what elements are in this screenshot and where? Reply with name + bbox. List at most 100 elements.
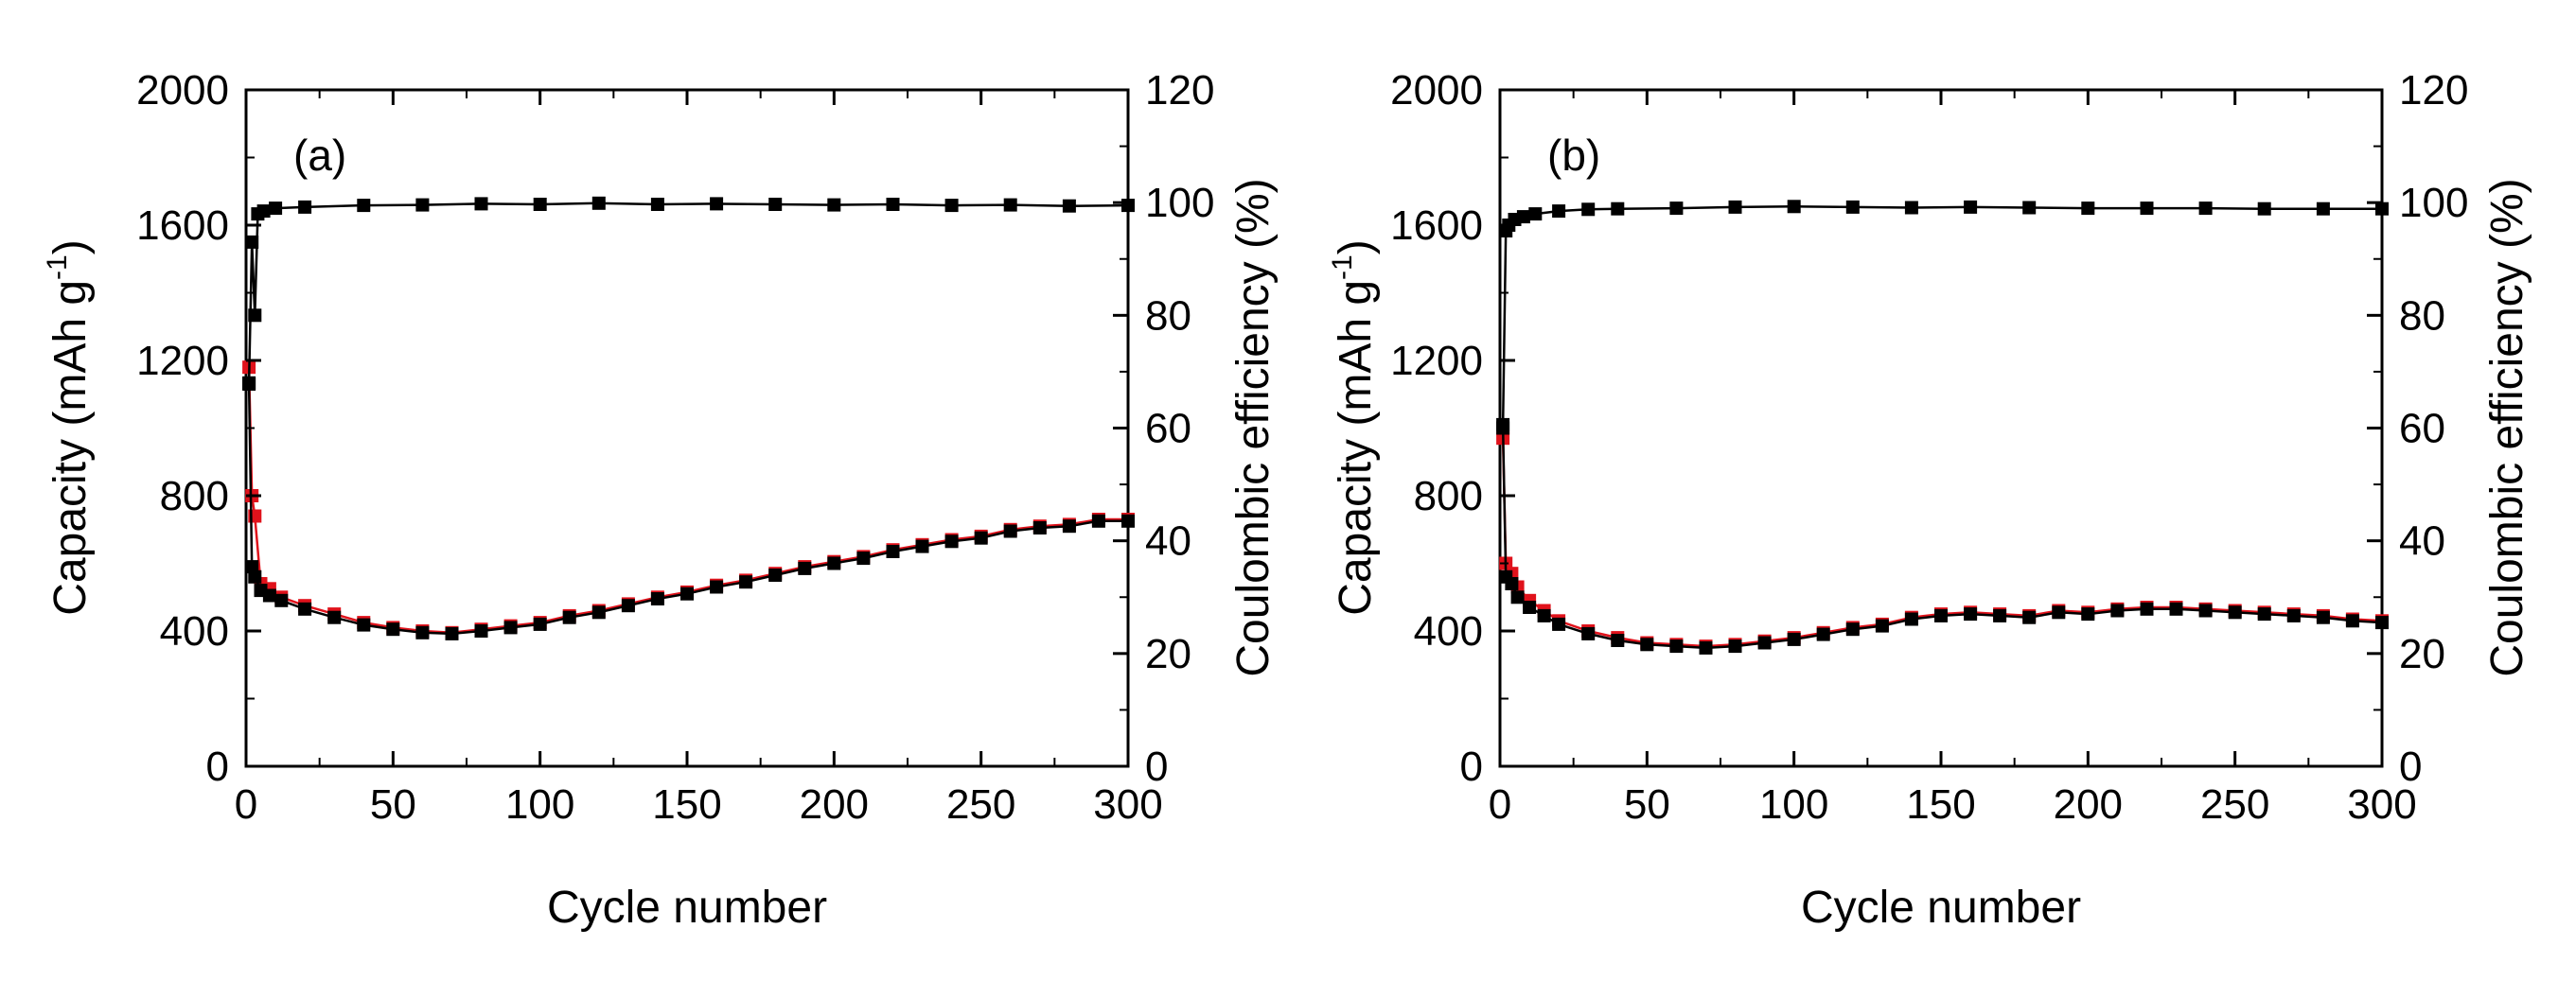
y-axis-title: Capacity (mAh g-1) <box>42 239 96 615</box>
charge-capacity-point <box>650 592 664 605</box>
x-tick-label: 300 <box>2347 781 2416 828</box>
charge-capacity-point <box>1757 636 1772 650</box>
coulombic-efficiency-point <box>1552 204 1566 219</box>
y-tick-label: 2000 <box>1390 67 1483 114</box>
charge-capacity-point <box>2052 605 2066 620</box>
y2-tick-label: 100 <box>1145 180 1214 226</box>
plot-frame <box>244 88 1130 768</box>
charge-capacity-point <box>415 625 430 639</box>
coulombic-efficiency-point <box>1516 210 1530 224</box>
y-tick-label: 800 <box>160 473 229 519</box>
coulombic-efficiency-point <box>1669 201 1684 216</box>
charge-capacity-point <box>1728 639 1742 654</box>
coulombic-efficiency-point <box>415 198 430 212</box>
charge-capacity-point <box>1510 590 1525 604</box>
charge-capacity-point <box>1934 608 1948 622</box>
y2-tick-label: 0 <box>1145 744 1168 790</box>
coulombic-efficiency-point <box>298 200 312 214</box>
x-tick-label: 50 <box>370 781 416 828</box>
charge-capacity-point <box>915 539 929 553</box>
charge-capacity-point <box>474 624 488 638</box>
charge-capacity-point <box>2316 610 2330 624</box>
coulombic-efficiency-point <box>242 376 256 390</box>
coulombic-efficiency-point <box>1787 200 1801 214</box>
coulombic-efficiency-point <box>2257 201 2271 216</box>
y2-axis-title: Coulombic efficiency (%) <box>1228 178 1279 676</box>
axis-ticks: 0 50 100 150 200 250 3000400800120016002000020… <box>136 67 1214 828</box>
y2-tick-label: 40 <box>1145 518 1191 565</box>
charge-capacity-point <box>1581 626 1596 640</box>
data-marks <box>242 196 1135 640</box>
y-axis-title-sup: -1 <box>1327 254 1358 280</box>
coulombic-efficiency-point <box>2022 201 2037 215</box>
coulombic-efficiency-point <box>269 201 283 216</box>
charge-capacity-point <box>2169 602 2183 616</box>
coulombic-efficiency-point <box>248 308 262 323</box>
y-axis-title-text: Capacity (mAh g <box>45 280 96 616</box>
charge-capacity-point <box>944 534 959 549</box>
x-tick-label: 250 <box>2200 781 2269 828</box>
charge-capacity-point <box>1669 639 1684 654</box>
y-tick-label: 0 <box>1460 744 1483 790</box>
coulombic-efficiency-point <box>768 198 783 211</box>
x-tick-label: 0 <box>235 781 257 828</box>
panel-b: 0 50 100 150 200 250 3000400800120016002000020… <box>1327 67 2532 933</box>
charge-capacity-point <box>680 587 694 601</box>
coulombic-efficiency-line <box>247 201 1129 383</box>
coulombic-efficiency-point <box>1611 201 1625 216</box>
y-tick-label: 2000 <box>136 67 229 114</box>
y2-axis-title: Coulombic efficiency (%) <box>2482 178 2532 676</box>
charge-capacity-point <box>1523 601 1537 614</box>
charge-capacity-point <box>1699 640 1713 655</box>
coulombic-efficiency-point <box>591 196 606 210</box>
x-axis-title: Cycle number <box>547 883 827 933</box>
charge-capacity-point <box>886 545 900 558</box>
charge-capacity-point <box>768 569 783 582</box>
y-tick-label: 0 <box>206 744 229 790</box>
charge-capacity-point <box>2198 604 2213 618</box>
coulombic-efficiency-point <box>1581 202 1596 217</box>
y-tick-label: 1200 <box>136 338 229 384</box>
charge-capacity-point <box>621 599 635 613</box>
y2-tick-label: 60 <box>2399 406 2445 452</box>
charge-capacity-point <box>1505 577 1519 590</box>
charge-capacity-point <box>1875 619 1889 633</box>
y2-tick-label: 120 <box>1145 67 1214 114</box>
coulombic-efficiency-point <box>1062 199 1076 213</box>
charge-capacity-point <box>248 569 262 584</box>
charge-capacity-point <box>1816 627 1830 641</box>
charge-capacity-point <box>262 588 276 603</box>
coulombic-efficiency-point <box>533 198 547 211</box>
panel-label: (b) <box>1547 131 1600 180</box>
y-axis-title-close: ) <box>1331 239 1381 254</box>
charge-capacity-point <box>2110 604 2125 618</box>
coulombic-efficiency-point <box>256 204 271 219</box>
coulombic-efficiency-point <box>1904 201 1918 215</box>
charge-capacity-point <box>2228 605 2242 620</box>
charge-capacity-point <box>2140 602 2154 616</box>
panel-a: 0 50 100 150 200 250 3000400800120016002000020… <box>42 67 1279 933</box>
y-tick-label: 1600 <box>136 202 229 249</box>
coulombic-efficiency-point <box>944 199 959 213</box>
y2-tick-label: 40 <box>2399 518 2445 565</box>
charge-capacity-point <box>445 626 459 640</box>
x-axis-title: Cycle number <box>1801 883 2081 933</box>
x-tick-label: 100 <box>505 781 574 828</box>
y2-tick-label: 80 <box>2399 292 2445 339</box>
charge-capacity-point <box>739 575 753 589</box>
charge-capacity-point <box>1611 634 1625 647</box>
y-axis-title-sup: -1 <box>42 254 73 280</box>
charge-capacity-point <box>2286 608 2301 622</box>
x-tick-label: 100 <box>1759 781 1828 828</box>
charge-capacity-point <box>298 602 312 616</box>
x-tick-label: 150 <box>1906 781 1975 828</box>
y2-tick-label: 80 <box>1145 292 1191 339</box>
charge-capacity-point <box>798 561 812 575</box>
y-tick-label: 1600 <box>1390 202 1483 249</box>
coulombic-efficiency-point <box>827 198 841 212</box>
coulombic-efficiency-line <box>1501 205 2382 429</box>
charge-capacity-point <box>1787 632 1801 646</box>
x-tick-label: 50 <box>1624 781 1670 828</box>
y2-tick-label: 20 <box>2399 631 2445 677</box>
charge-capacity-point <box>1640 638 1654 652</box>
